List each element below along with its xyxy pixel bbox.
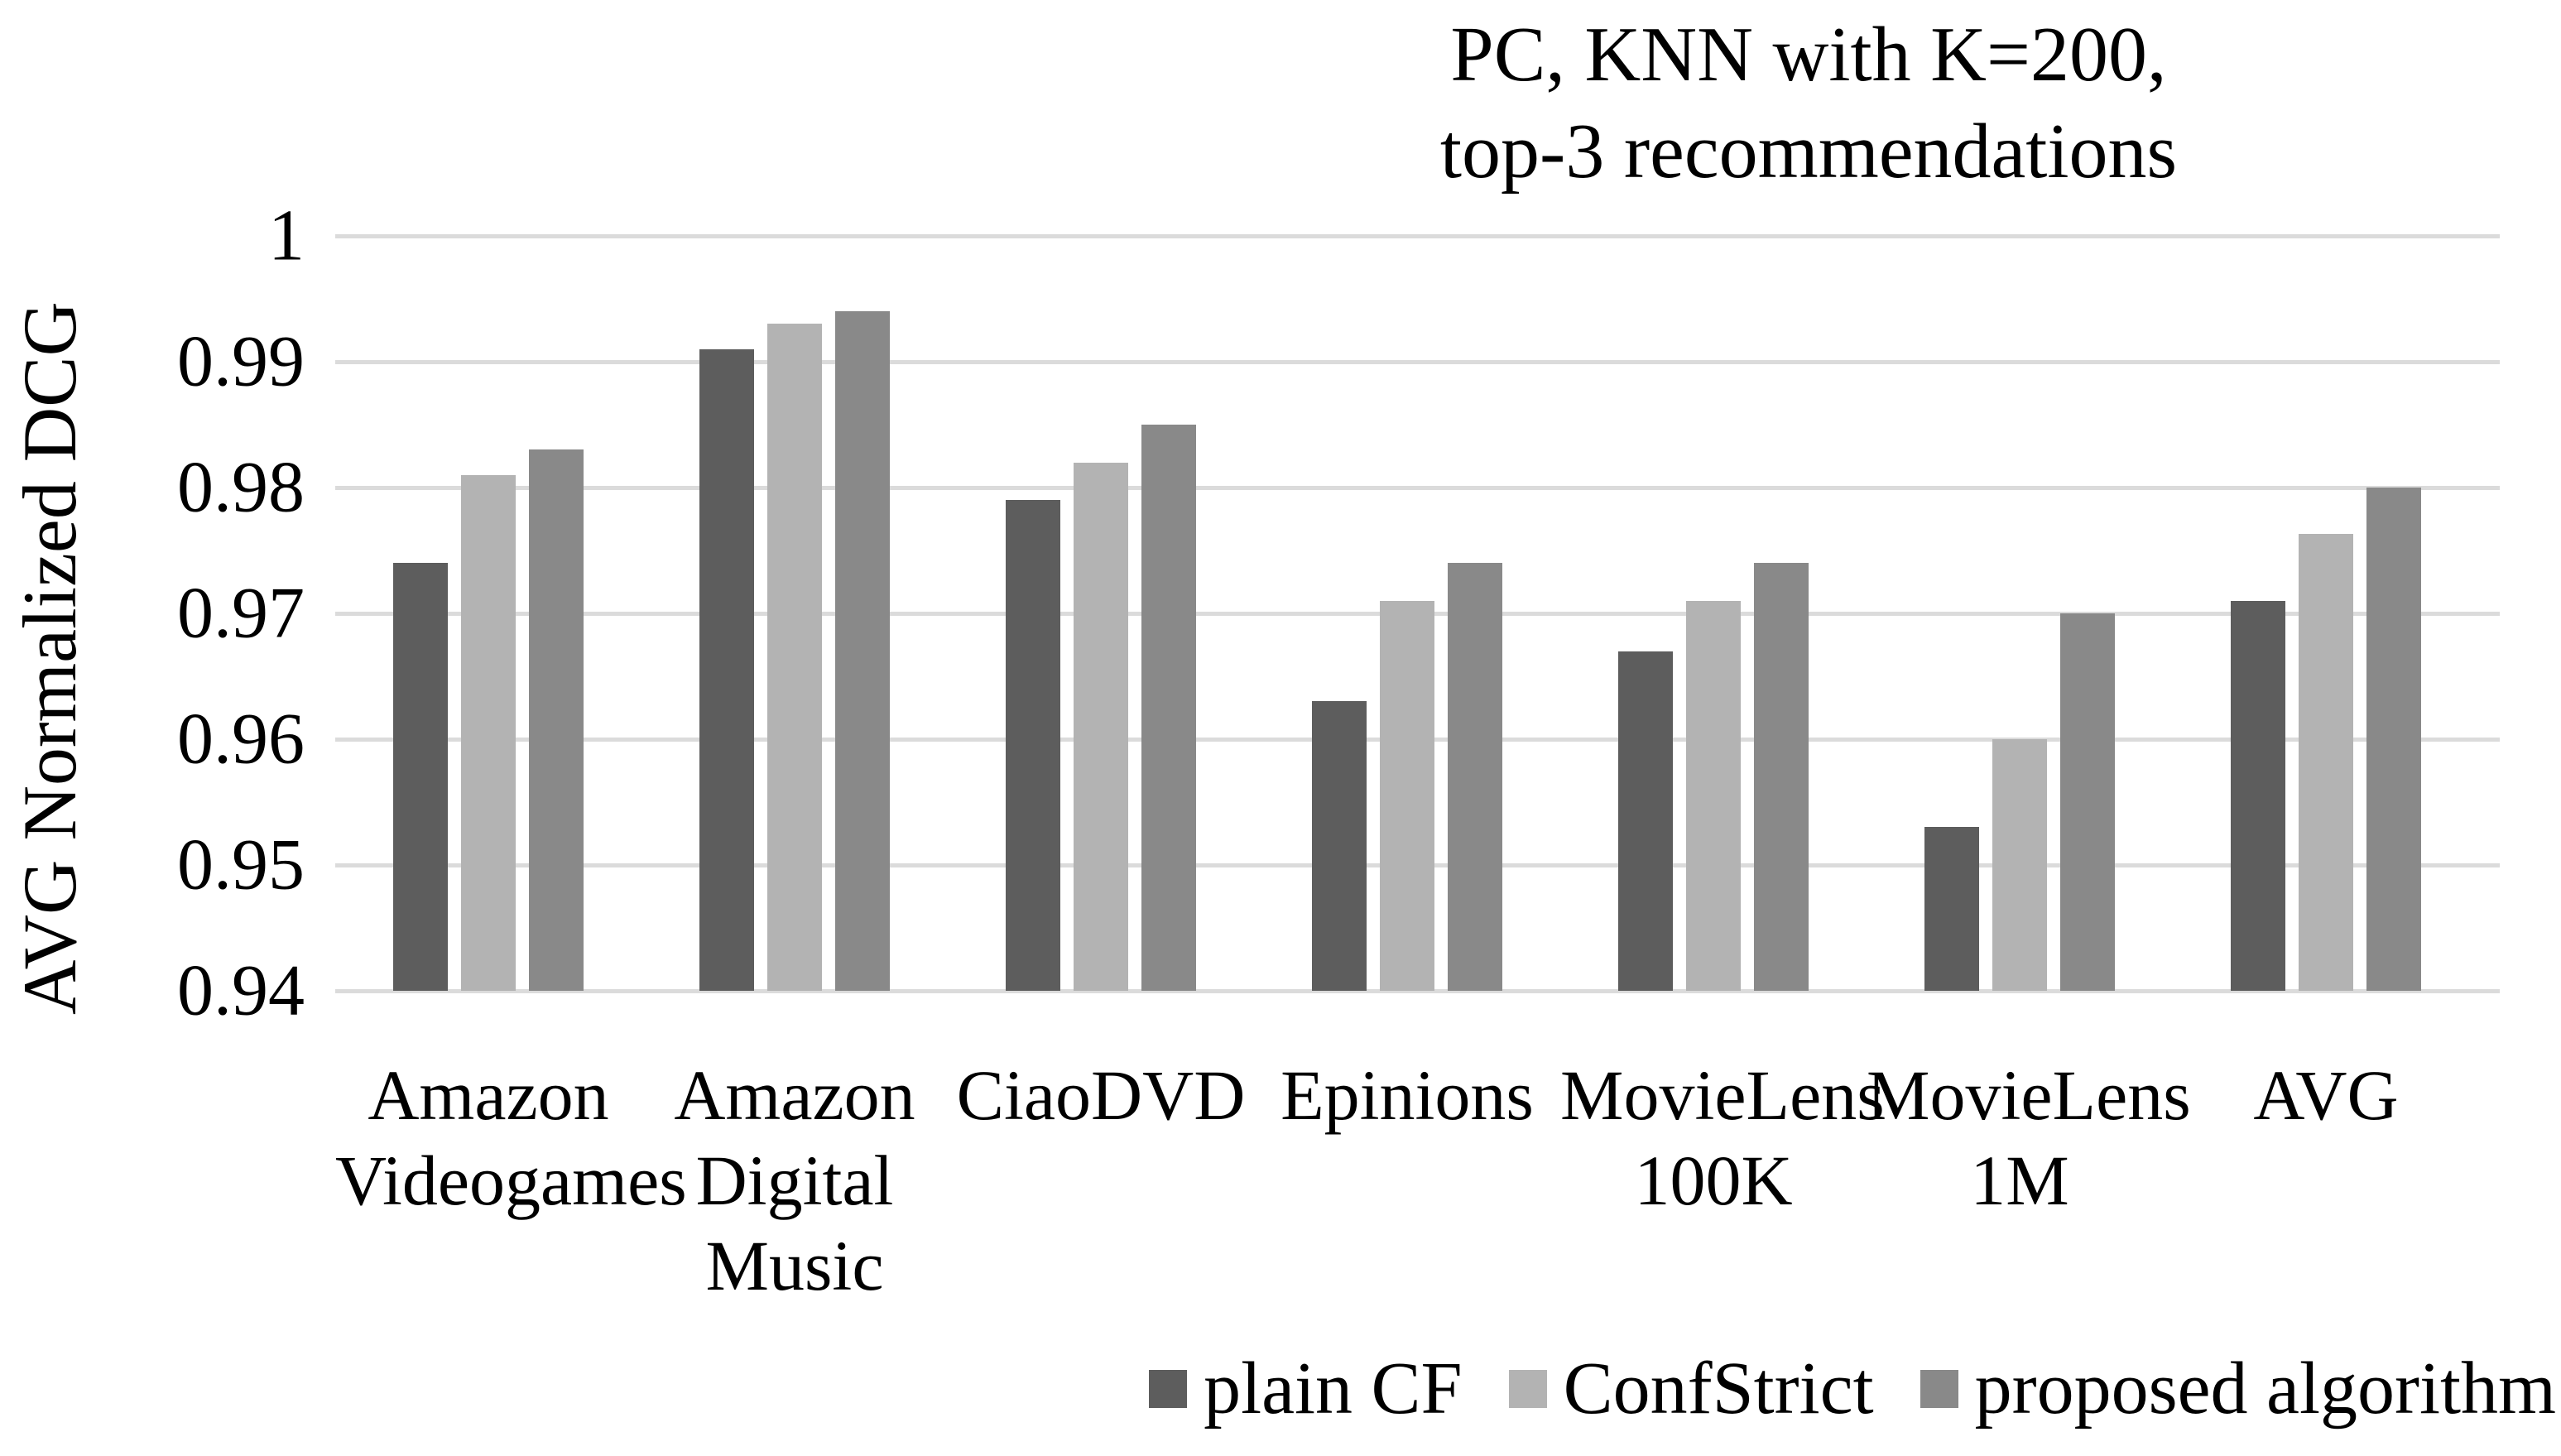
x-category-label: Amazon Digital Music <box>641 1053 948 1309</box>
bar-plain-cf-amazon-digital-music <box>699 348 754 991</box>
x-category-label-line: AVG <box>2253 1055 2399 1135</box>
legend-label: plain CF <box>1204 1348 1463 1430</box>
bar-plain-cf-ciaodvd <box>1006 500 1060 991</box>
bar-proposed-algorithm-avg <box>2366 488 2421 991</box>
x-category-label-line: 100K <box>1634 1141 1793 1221</box>
x-category-label: CiaoDVD <box>948 1053 1254 1138</box>
x-category-label: Amazon Videogames <box>335 1053 687 1223</box>
chart-title-line1: PC, KNN with K=200, <box>1450 12 2167 98</box>
y-tick-label: 0.95 <box>177 824 305 906</box>
y-tick-label: 0.99 <box>177 321 305 402</box>
y-tick-label: 0.96 <box>177 699 305 780</box>
x-category-label: AVG <box>2173 1053 2479 1138</box>
gridline <box>335 485 2500 490</box>
bar-proposed-algorithm-movielens-1m <box>2060 613 2115 991</box>
x-category-label: MovieLens 100K <box>1560 1053 1885 1223</box>
bar-proposed-algorithm-epinions <box>1448 563 1502 991</box>
y-tick-label: 0.97 <box>177 573 305 654</box>
bar-proposed-algorithm-ciaodvd <box>1141 425 1196 991</box>
legend-swatch-proposed-algorithm <box>1920 1369 1958 1408</box>
bar-plain-cf-epinions <box>1312 701 1367 991</box>
y-tick-label: 0.98 <box>177 447 305 528</box>
bar-plain-cf-amazon-videogames <box>393 563 448 991</box>
legend-label: proposed algorithm <box>1974 1348 2556 1430</box>
bar-confstrict-movielens-1m <box>1992 739 2047 991</box>
x-category-label-line: Amazon <box>674 1055 915 1135</box>
bar-confstrict-avg <box>2299 534 2353 991</box>
bar-confstrict-ciaodvd <box>1074 462 1128 991</box>
bar-proposed-algorithm-amazon-digital-music <box>835 311 890 991</box>
bar-confstrict-movielens-100k <box>1686 600 1741 991</box>
x-category-label-line: CiaoDVD <box>956 1055 1246 1135</box>
legend-item-plain-cf: plain CF <box>1149 1346 1463 1431</box>
y-tick-label: 0.94 <box>177 950 305 1031</box>
x-category-label-line: MovieLens <box>1560 1055 1885 1135</box>
legend-swatch-plain-cf <box>1149 1369 1188 1408</box>
y-axis-ticks: 1 0.99 0.98 0.97 0.96 0.95 0.94 <box>0 196 305 1031</box>
legend-item-proposed-algorithm: proposed algorithm <box>1920 1346 2556 1431</box>
x-category-label-line: Digital <box>695 1141 894 1221</box>
gridline <box>335 988 2500 993</box>
gridline <box>335 233 2500 238</box>
x-category-label-line: Music <box>705 1226 884 1306</box>
legend: plain CF ConfStrict proposed algorithm <box>1149 1346 2556 1431</box>
plot-area <box>335 233 2500 993</box>
bar-proposed-algorithm-amazon-videogames <box>529 449 584 991</box>
bar-plain-cf-movielens-100k <box>1618 651 1673 991</box>
x-category-label-line: Epinions <box>1280 1055 1534 1135</box>
legend-label: ConfStrict <box>1563 1348 1874 1430</box>
bar-proposed-algorithm-movielens-100k <box>1754 563 1809 991</box>
legend-item-confstrict: ConfStrict <box>1508 1346 1874 1431</box>
bar-confstrict-epinions <box>1380 600 1434 991</box>
chart-title-line2: top-3 recommendations <box>1439 108 2178 195</box>
gridline <box>335 359 2500 364</box>
x-category-label-line: Videogames <box>335 1141 687 1221</box>
legend-swatch-confstrict <box>1508 1369 1547 1408</box>
x-axis-labels: Amazon Videogames Amazon Digital Music CiaoDV… <box>335 1053 2500 1326</box>
bar-plain-cf-avg <box>2231 600 2285 991</box>
x-category-label-line: 1M <box>1970 1141 2069 1221</box>
x-category-label-line: Amazon <box>368 1055 609 1135</box>
bar-confstrict-amazon-videogames <box>461 474 516 991</box>
x-category-label-line: MovieLens <box>1867 1055 2191 1135</box>
bar-confstrict-amazon-digital-music <box>767 324 822 991</box>
y-tick-label: 1 <box>268 195 305 276</box>
x-category-label: Epinions <box>1254 1053 1560 1138</box>
bar-plain-cf-movielens-1m <box>1924 827 1979 991</box>
x-category-label: MovieLens 1M <box>1867 1053 2191 1223</box>
chart-title: PC, KNN with K=200, top-3 recommendation… <box>1064 7 2554 199</box>
